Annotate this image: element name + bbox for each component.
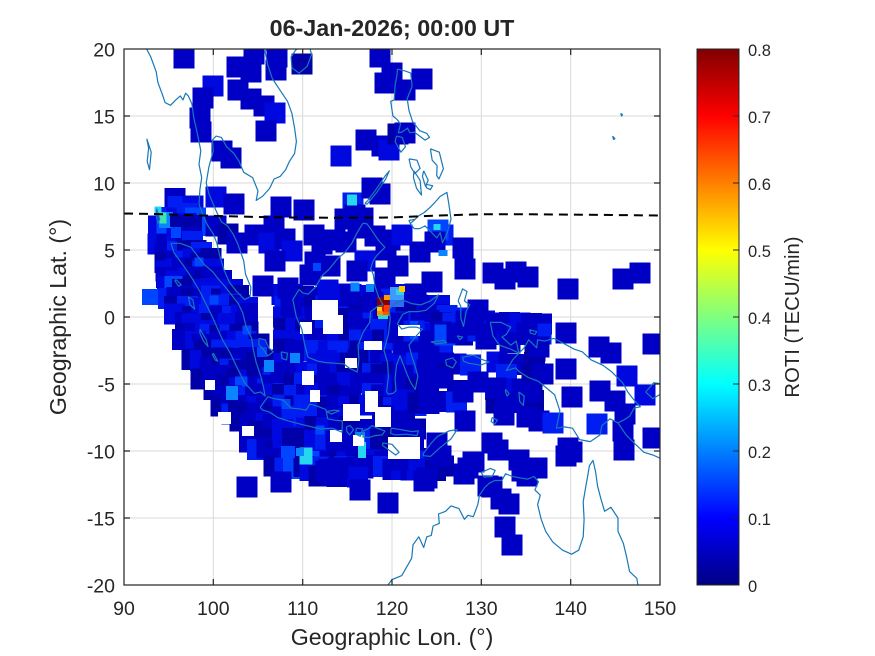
svg-text:0: 0	[748, 578, 757, 596]
svg-text:0.8: 0.8	[748, 42, 771, 60]
svg-text:5: 5	[104, 240, 115, 262]
svg-text:06-Jan-2026; 00:00 UT: 06-Jan-2026; 00:00 UT	[270, 15, 515, 41]
svg-text:140: 140	[554, 598, 587, 620]
svg-text:10: 10	[93, 173, 115, 195]
svg-text:15: 15	[93, 106, 115, 128]
svg-text:ROTI (TECU/min): ROTI (TECU/min)	[782, 236, 804, 397]
svg-text:0: 0	[104, 307, 115, 329]
svg-text:120: 120	[376, 598, 409, 620]
svg-text:0.7: 0.7	[748, 109, 771, 127]
svg-text:0.3: 0.3	[748, 377, 771, 395]
svg-text:-15: -15	[87, 508, 115, 530]
svg-text:90: 90	[113, 598, 135, 620]
svg-text:0.5: 0.5	[748, 243, 771, 261]
svg-text:150: 150	[644, 598, 677, 620]
svg-text:0.4: 0.4	[748, 310, 771, 328]
svg-text:-10: -10	[87, 441, 115, 463]
svg-text:0.6: 0.6	[748, 176, 771, 194]
svg-text:20: 20	[93, 39, 115, 61]
svg-text:0.1: 0.1	[748, 511, 771, 529]
svg-text:-5: -5	[98, 374, 115, 396]
svg-text:100: 100	[197, 598, 230, 620]
svg-text:130: 130	[465, 598, 498, 620]
svg-text:110: 110	[287, 598, 318, 620]
svg-text:Geographic Lon. (°): Geographic Lon. (°)	[291, 624, 494, 650]
svg-text:0.2: 0.2	[748, 444, 771, 462]
svg-text:Geographic Lat. (°): Geographic Lat. (°)	[45, 219, 71, 415]
svg-text:-20: -20	[87, 575, 115, 597]
